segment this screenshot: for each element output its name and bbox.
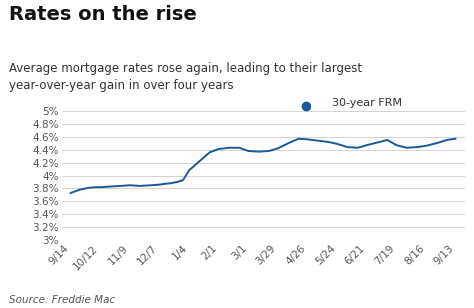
Text: Average mortgage rates rose again, leading to their largest
year-over-year gain : Average mortgage rates rose again, leadi… bbox=[9, 62, 363, 91]
Text: 30-year FRM: 30-year FRM bbox=[332, 98, 402, 108]
Text: Source: Freddie Mac: Source: Freddie Mac bbox=[9, 295, 116, 305]
Text: Rates on the rise: Rates on the rise bbox=[9, 5, 197, 24]
